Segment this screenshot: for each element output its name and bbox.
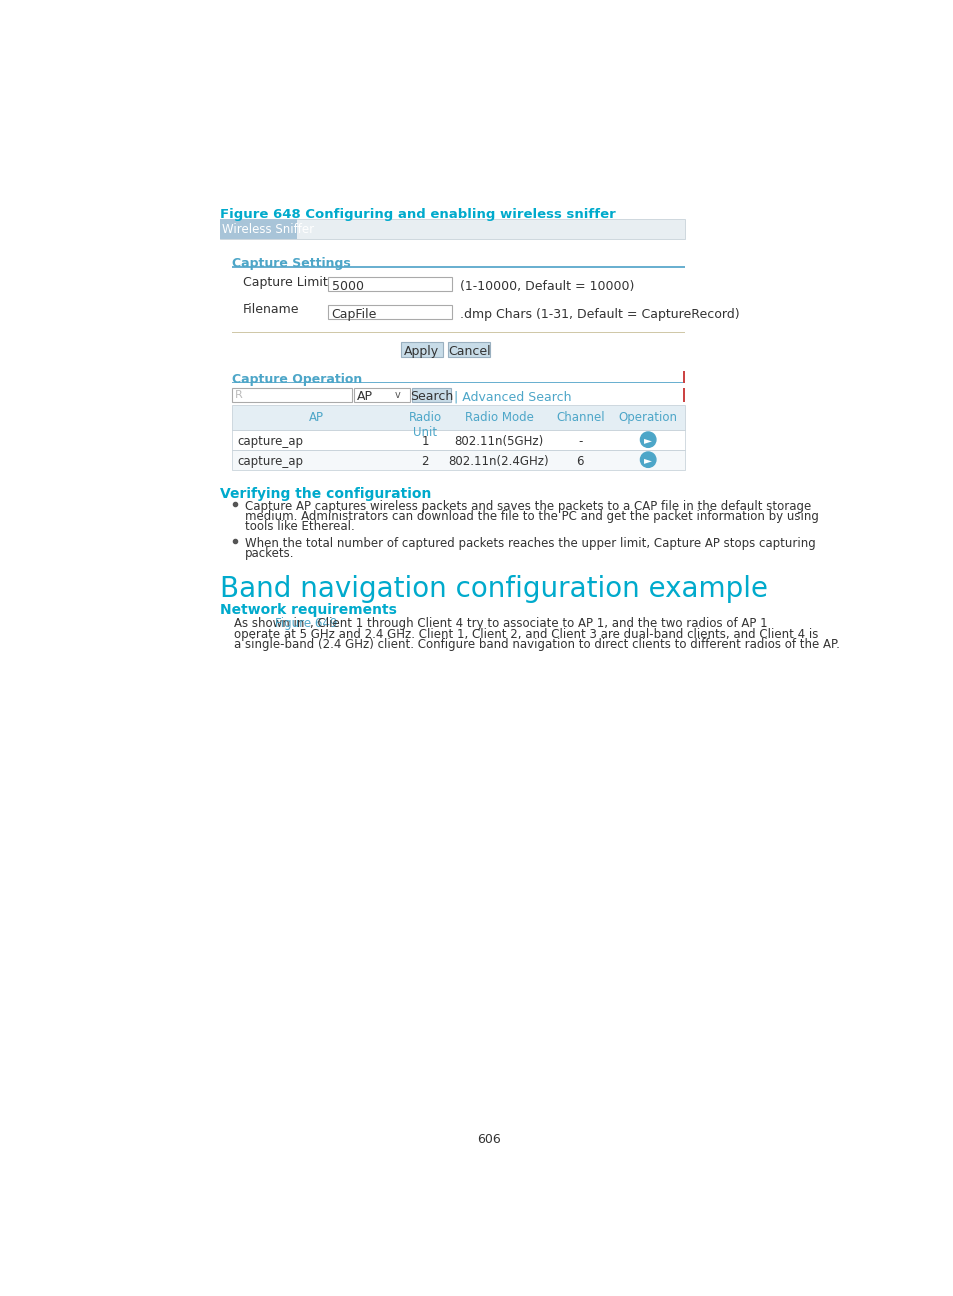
Text: , Client 1 through Client 4 try to associate to AP 1, and the two radios of AP 1: , Client 1 through Client 4 try to assoc… [310,617,767,630]
Text: Band navigation configuration example: Band navigation configuration example [220,575,767,603]
Text: Figure 649: Figure 649 [275,617,337,630]
Text: Channel: Channel [556,411,604,424]
Text: capture_ap: capture_ap [237,435,303,448]
Bar [220,219,684,238]
Text: Capture Settings: Capture Settings [232,257,350,270]
Text: ►: ► [643,434,652,445]
Bar [220,219,297,238]
Text: Capture Operation: Capture Operation [232,373,361,386]
Text: a single-band (2.4 GHz) client. Configure band navigation to direct clients to d: a single-band (2.4 GHz) client. Configur… [233,639,839,652]
Bar [412,388,451,402]
Text: 6: 6 [576,455,583,468]
Bar [232,382,684,384]
Circle shape [639,432,656,447]
Text: capture_ap: capture_ap [237,455,303,468]
Text: .dmp Chars (1-31, Default = CaptureRecord): .dmp Chars (1-31, Default = CaptureRecor… [459,308,740,321]
Text: Figure 648 Configuring and enabling wireless sniffer: Figure 648 Configuring and enabling wire… [220,207,615,220]
Circle shape [639,452,656,468]
Text: 2: 2 [421,455,429,468]
Text: Cancel: Cancel [447,345,490,358]
Text: AP: AP [309,411,324,424]
Text: 606: 606 [476,1134,500,1147]
Text: 1: 1 [421,435,429,448]
Bar [682,388,684,402]
Text: Operation: Operation [618,411,677,424]
Text: Verifying the configuration: Verifying the configuration [220,486,431,500]
Bar [447,342,490,358]
Text: Network requirements: Network requirements [220,603,396,617]
Text: Search: Search [410,390,453,403]
Text: Capture Limit: Capture Limit [243,276,328,289]
Text: As shown in: As shown in [233,617,308,630]
Text: v: v [394,390,399,400]
Bar [232,404,684,430]
Bar [232,267,684,268]
Text: (1-10000, Default = 10000): (1-10000, Default = 10000) [459,280,634,293]
Bar [400,342,443,358]
Text: 802.11n(5GHz): 802.11n(5GHz) [454,435,543,448]
Text: When the total number of captured packets reaches the upper limit, Capture AP st: When the total number of captured packet… [245,537,815,550]
Text: packets.: packets. [245,547,294,560]
Text: | Advanced Search: | Advanced Search [454,390,571,403]
Bar [232,450,684,469]
Text: R: R [234,390,242,400]
Text: -: - [578,435,582,448]
Bar [232,430,684,450]
Text: ►: ► [643,455,652,465]
Text: Radio Mode: Radio Mode [464,411,533,424]
Text: Radio
Unit: Radio Unit [409,411,441,439]
Text: operate at 5 GHz and 2.4 GHz. Client 1, Client 2, and Client 3 are dual-band cli: operate at 5 GHz and 2.4 GHz. Client 1, … [233,627,818,640]
Text: Wireless Sniffer: Wireless Sniffer [222,223,314,236]
Text: Apply: Apply [404,345,439,358]
Text: 5000: 5000 [332,280,363,293]
Text: tools like Ethereal.: tools like Ethereal. [245,521,355,534]
Bar [354,388,410,402]
Text: medium. Administrators can download the file to the PC and get the packet inform: medium. Administrators can download the … [245,511,818,524]
Bar [682,371,684,384]
Text: 802.11n(2.4GHz): 802.11n(2.4GHz) [448,455,549,468]
Bar [328,305,452,319]
Text: AP: AP [356,390,373,403]
Bar [232,388,352,402]
Bar [328,277,452,292]
Text: CapFile: CapFile [332,308,376,321]
Text: Filename: Filename [243,303,299,316]
Text: Capture AP captures wireless packets and saves the packets to a CAP file in the : Capture AP captures wireless packets and… [245,500,810,513]
